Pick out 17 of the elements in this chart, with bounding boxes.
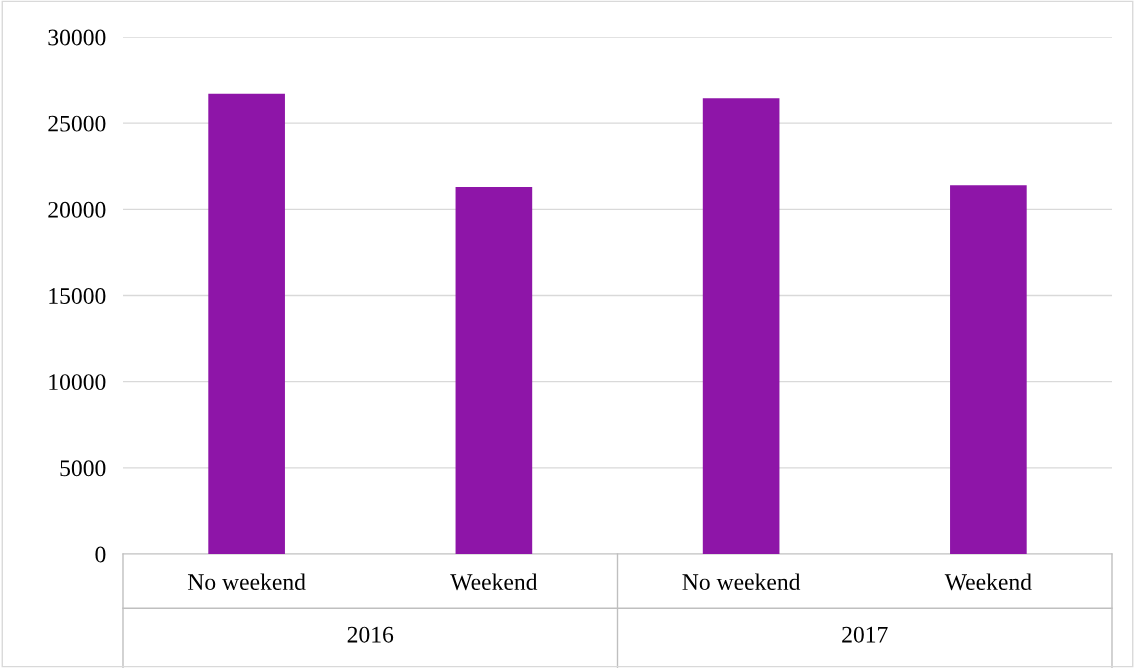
y-tick-label: 10000 (49, 374, 106, 391)
x-tick-label: Weekend (450, 573, 538, 591)
y-tick-label: 0 (95, 546, 106, 563)
y-tick-label: 20000 (48, 201, 106, 218)
text: 2016 (347, 626, 394, 643)
x-tick-label: Weekend (944, 573, 1032, 591)
bar (208, 93, 285, 554)
y-tick-label: 25000 (48, 115, 106, 132)
bar (702, 98, 780, 554)
y-tick-label: 30000 (48, 29, 106, 46)
x-tick-label: No weekend (682, 573, 801, 591)
text: 2017 (842, 626, 888, 643)
bar (950, 185, 1027, 554)
x-tick-label: No weekend (187, 573, 306, 591)
y-tick-label: 5000 (60, 460, 106, 477)
y-tick-label: 15000 (49, 287, 106, 304)
bar (455, 186, 533, 554)
